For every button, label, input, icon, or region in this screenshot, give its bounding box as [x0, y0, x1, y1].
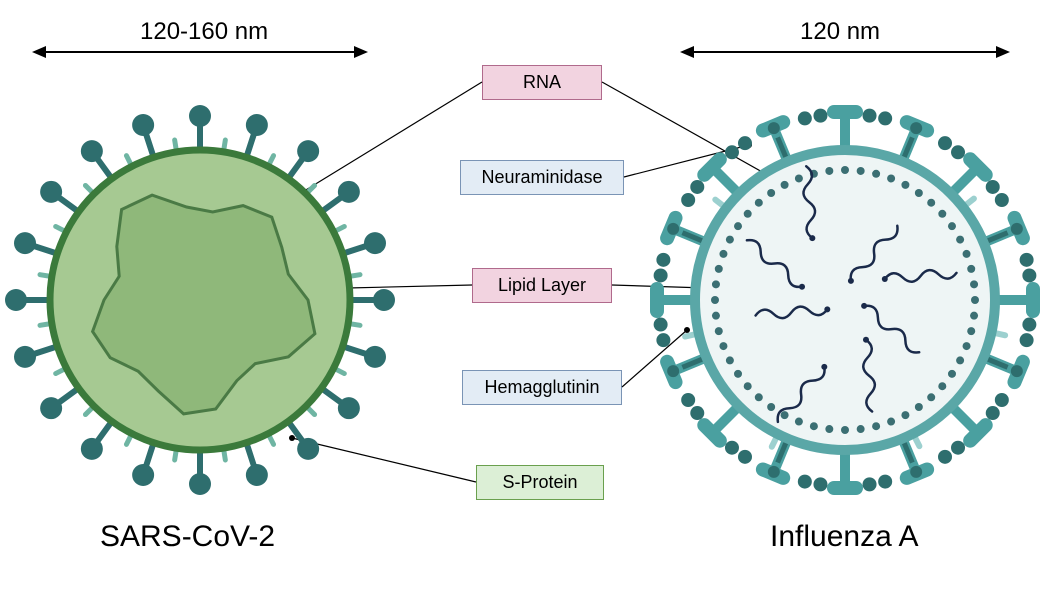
label-rna: RNA: [482, 65, 602, 100]
left-virus-name: SARS-CoV-2: [100, 520, 275, 554]
left-size-label: 120-160 nm: [140, 18, 268, 46]
right-virus-name: Influenza A: [770, 520, 918, 554]
left-arrow-start-icon: [32, 46, 46, 58]
diagram-stage: 120-160 nm 120 nm SARS-CoV-2 Influenza A…: [0, 0, 1050, 590]
label-hemagglutinin: Hemagglutinin: [462, 370, 622, 405]
left-size-arrow: [46, 51, 354, 53]
right-arrow-start-icon: [680, 46, 694, 58]
label-lipid-layer: Lipid Layer: [472, 268, 612, 303]
left-arrow-end-icon: [354, 46, 368, 58]
label-s-protein: S-Protein: [476, 465, 604, 500]
right-size-label: 120 nm: [800, 18, 880, 46]
right-arrow-end-icon: [996, 46, 1010, 58]
label-neuraminidase: Neuraminidase: [460, 160, 624, 195]
right-size-arrow: [694, 51, 996, 53]
